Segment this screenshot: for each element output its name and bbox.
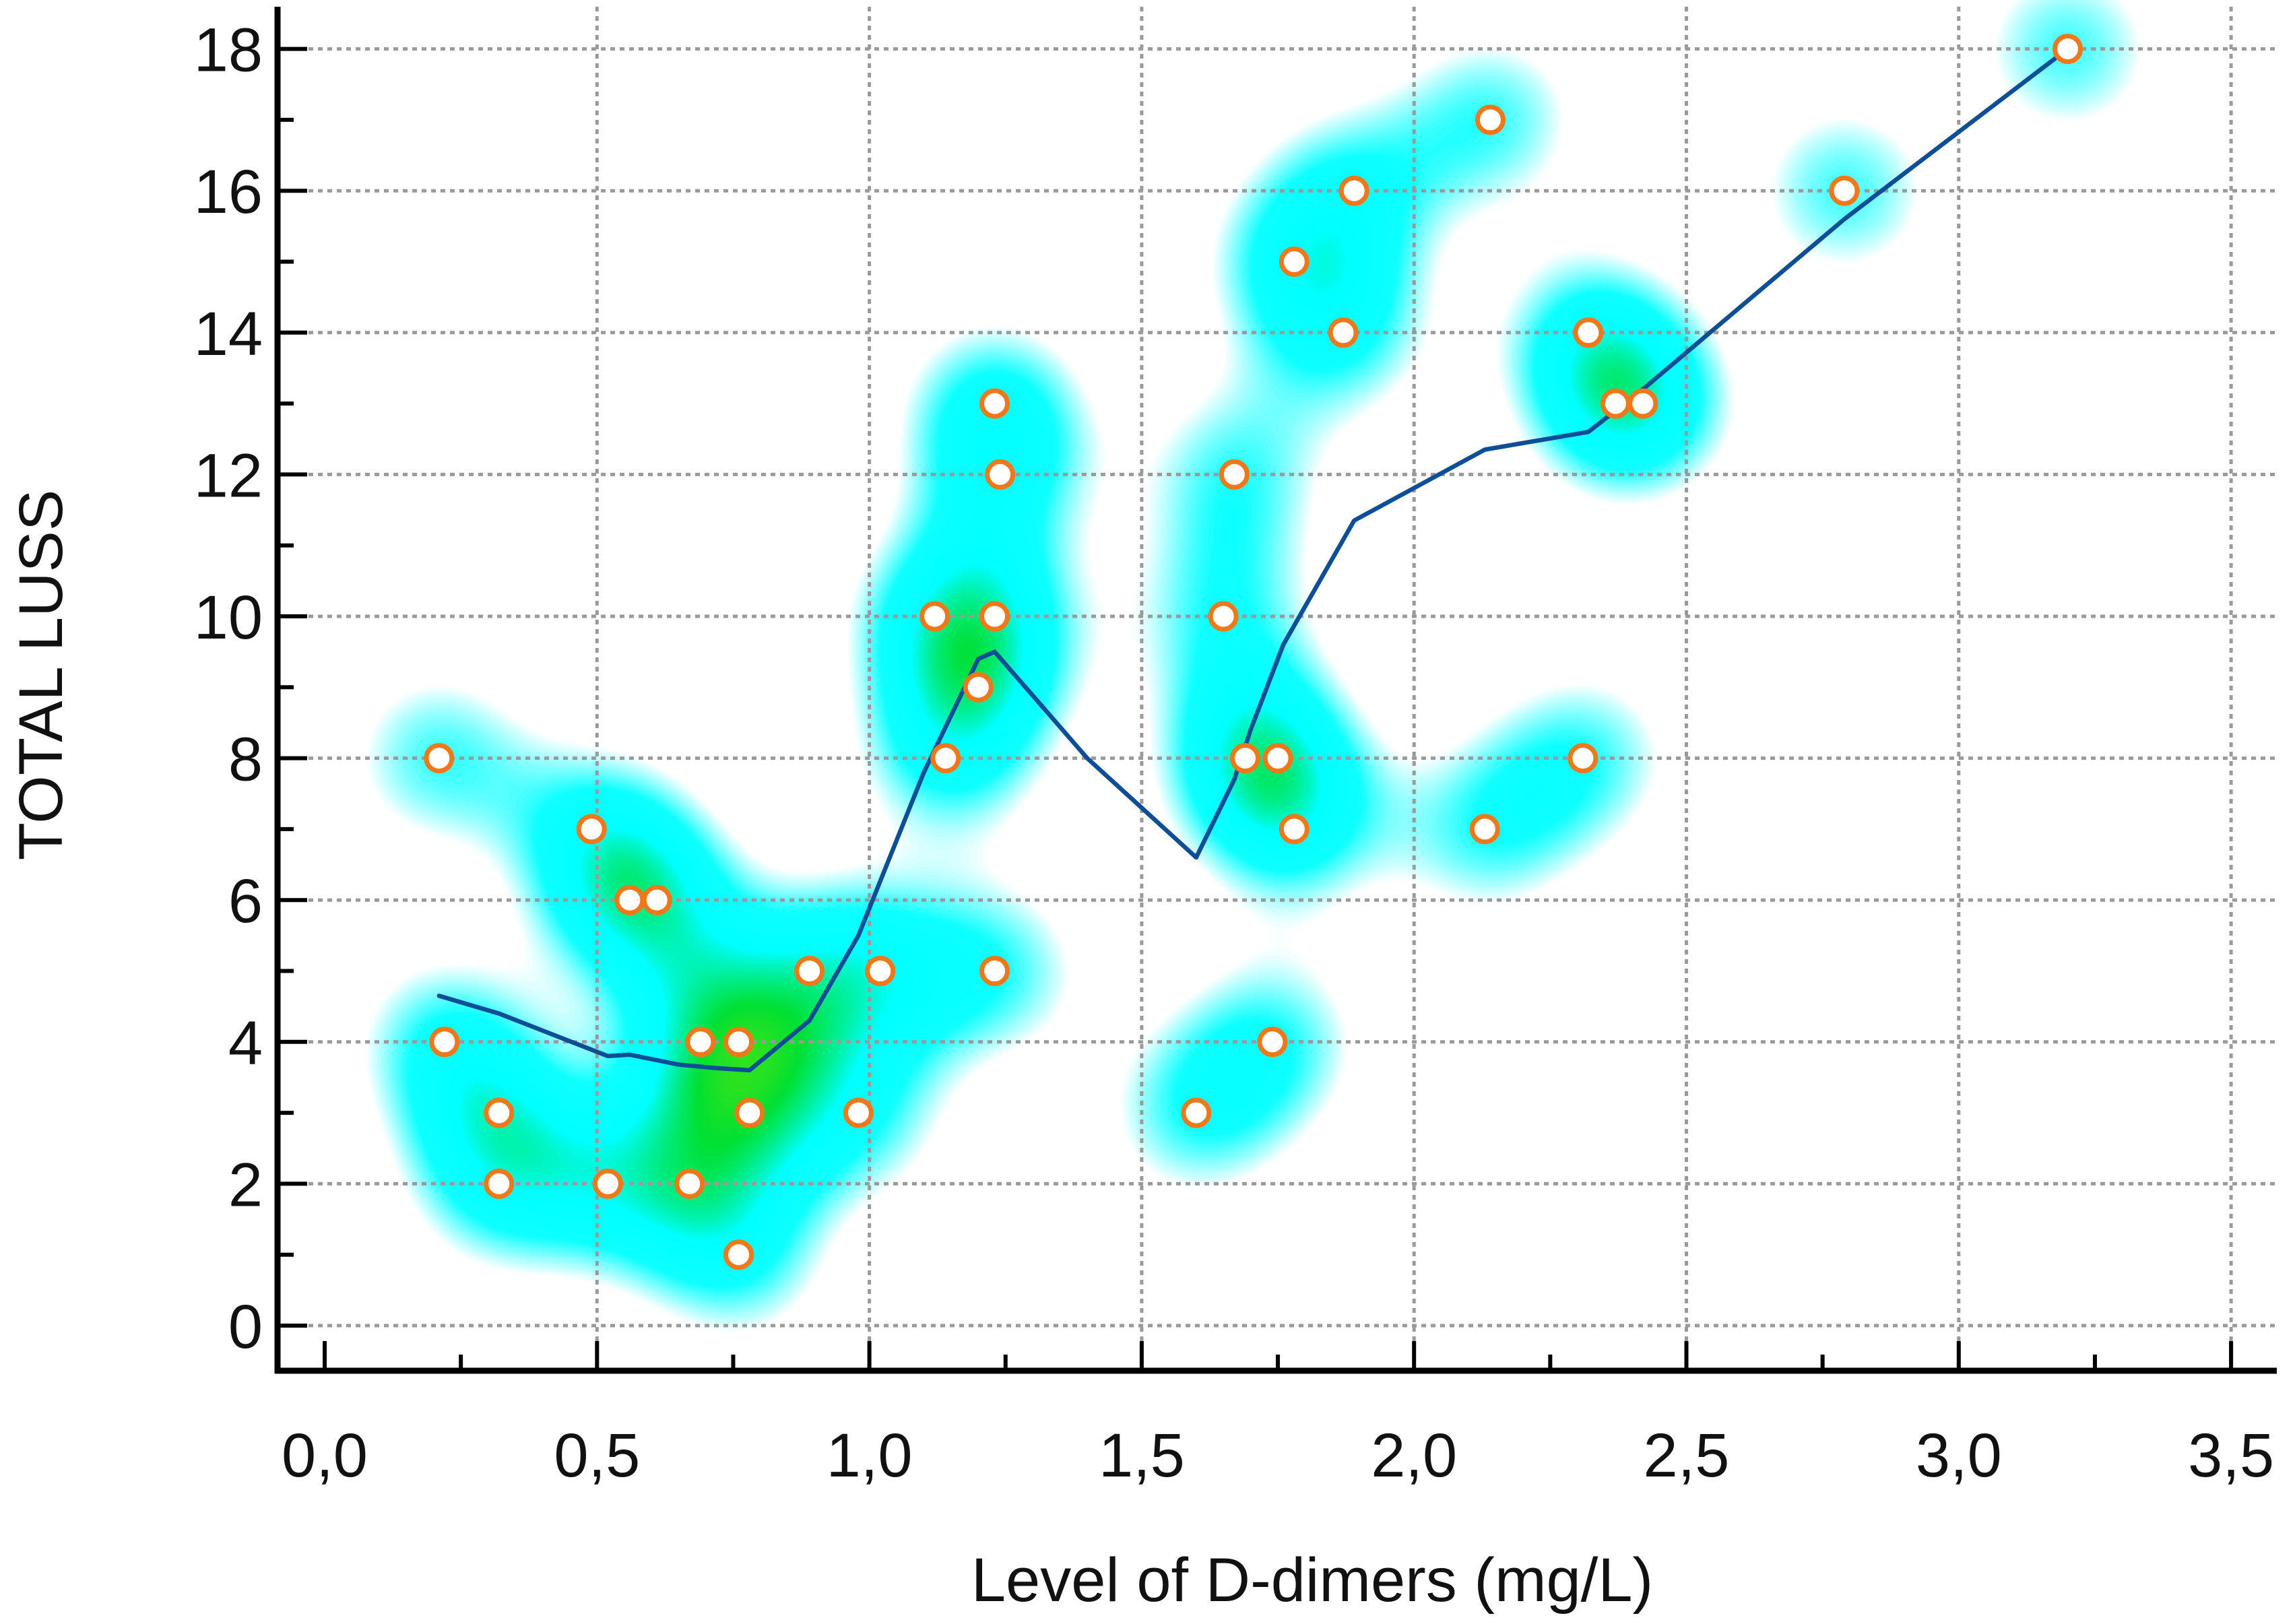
y-tick-label: 0 <box>228 1293 263 1361</box>
data-point <box>1600 388 1631 419</box>
trend-line-group <box>437 46 2070 1073</box>
x-axis-label: Level of D-dimers (mg/L) <box>971 1546 1653 1615</box>
y-tick-label: 6 <box>228 867 263 936</box>
y-tick-label: 14 <box>194 300 263 368</box>
x-tick-label: 0,5 <box>554 1421 640 1490</box>
data-point <box>1567 743 1598 774</box>
y-tick-label: 18 <box>194 16 263 85</box>
data-point <box>1338 175 1369 206</box>
axes <box>274 7 2277 1374</box>
y-axis-label: TOTAL LUSS <box>7 490 75 860</box>
data-point <box>979 388 1010 419</box>
y-tick-label: 10 <box>194 583 263 652</box>
x-tick-label: 0,0 <box>282 1421 368 1490</box>
data-point <box>1230 743 1261 774</box>
data-point <box>674 1168 705 1199</box>
data-point <box>963 672 994 703</box>
data-point <box>429 1027 460 1058</box>
trend-line <box>437 46 2070 1073</box>
x-tick-label: 2,0 <box>1371 1421 1457 1490</box>
density-heatmap <box>358 0 2149 1336</box>
data-point <box>1627 388 1658 419</box>
data-point <box>1328 317 1359 348</box>
x-tick-label: 3,5 <box>2188 1421 2274 1490</box>
heat-blob <box>1986 0 2149 130</box>
data-point <box>930 743 961 774</box>
x-tick-label: 1,5 <box>1099 1421 1185 1490</box>
y-tick-label: 8 <box>228 725 263 794</box>
data-point <box>1181 1097 1212 1128</box>
data-point <box>424 743 455 774</box>
data-point <box>1573 317 1604 348</box>
data-point <box>843 1097 874 1128</box>
data-point <box>865 956 896 986</box>
data-point <box>614 884 645 915</box>
data-point <box>685 1027 716 1058</box>
data-point <box>592 1168 623 1199</box>
data-point <box>576 814 607 845</box>
data-point <box>1279 247 1310 277</box>
data-point <box>1829 175 1860 206</box>
data-point <box>1469 814 1500 845</box>
data-point <box>484 1097 515 1128</box>
data-point <box>1279 814 1310 845</box>
data-point <box>1257 1027 1288 1058</box>
data-point <box>1208 601 1239 632</box>
data-point <box>979 601 1010 632</box>
data-point <box>1475 104 1506 135</box>
data-point <box>1219 459 1250 490</box>
y-tick-label: 4 <box>228 1009 263 1078</box>
data-point <box>1262 743 1293 774</box>
data-point <box>985 459 1016 490</box>
y-tick-label: 12 <box>194 441 263 510</box>
data-point <box>734 1097 765 1128</box>
y-tick-label: 2 <box>228 1150 263 1219</box>
data-point <box>723 1239 754 1270</box>
data-point <box>641 884 672 915</box>
x-tick-label: 1,0 <box>827 1421 913 1490</box>
data-point <box>723 1027 754 1058</box>
x-tick-label: 2,5 <box>1644 1421 1730 1490</box>
x-tick-label: 3,0 <box>1916 1421 2002 1490</box>
data-point <box>794 956 825 986</box>
data-point <box>484 1168 515 1199</box>
tick-labels: 0,0 0,5 1,0 1,5 2,0 2,5 3,0 3,5 0 2 4 6 8 10 12 14 16 18 <box>194 16 2274 1490</box>
y-tick-label: 16 <box>194 158 263 226</box>
data-point <box>2052 34 2083 65</box>
data-points <box>424 34 2083 1270</box>
data-point <box>919 601 950 632</box>
data-point <box>979 956 1010 986</box>
